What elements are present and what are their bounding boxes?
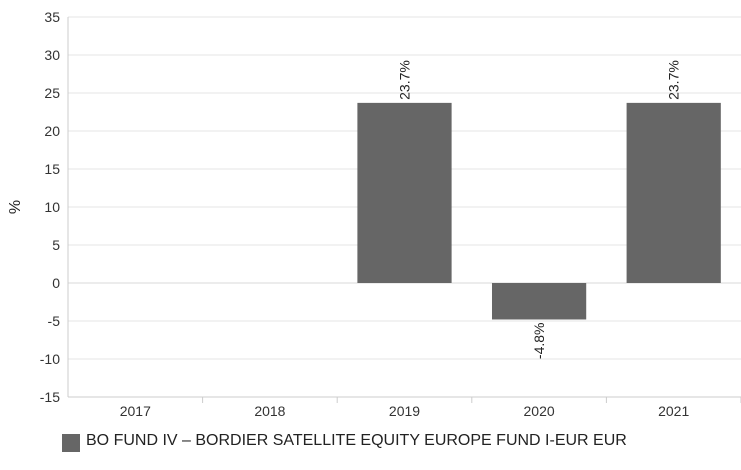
x-tick-label: 2019: [389, 403, 420, 419]
y-tick-label: -10: [40, 351, 60, 367]
y-tick-label: 25: [44, 85, 60, 101]
x-tick-label: 2021: [658, 403, 689, 419]
bar[interactable]: [357, 102, 452, 283]
y-tick-label: -15: [40, 389, 60, 405]
bars: [357, 102, 721, 320]
data-labels: 23.7% -4.8% 23.7%: [397, 60, 682, 359]
y-tick-label: -5: [48, 313, 61, 329]
data-label: -4.8%: [531, 322, 547, 359]
x-axis-ticks: 2017 2018 2019 2020 2021: [120, 397, 741, 419]
y-tick-label: 35: [44, 9, 60, 25]
y-tick-label: 20: [44, 123, 60, 139]
data-label: 23.7%: [397, 60, 413, 100]
legend[interactable]: BO FUND IV – BORDIER SATELLITE EQUITY EU…: [62, 433, 646, 452]
y-tick-label: 30: [44, 47, 60, 63]
data-label: 23.7%: [666, 60, 682, 100]
bar[interactable]: [626, 102, 721, 283]
legend-swatch: [62, 434, 80, 452]
x-tick-label: 2020: [524, 403, 555, 419]
y-tick-label: 15: [44, 161, 60, 177]
y-tick-label: 10: [44, 199, 60, 215]
x-tick-label: 2018: [254, 403, 285, 419]
x-tick-label: 2017: [120, 403, 151, 419]
legend-label: BO FUND IV – BORDIER SATELLITE EQUITY EU…: [86, 432, 627, 449]
bar[interactable]: [491, 283, 587, 320]
y-axis-ticks: 35 30 25 20 15 10 5 0 -5 -10 -15: [40, 9, 60, 405]
y-tick-label: 5: [52, 237, 60, 253]
y-axis-label: %: [7, 200, 24, 214]
y-tick-label: 0: [52, 275, 60, 291]
